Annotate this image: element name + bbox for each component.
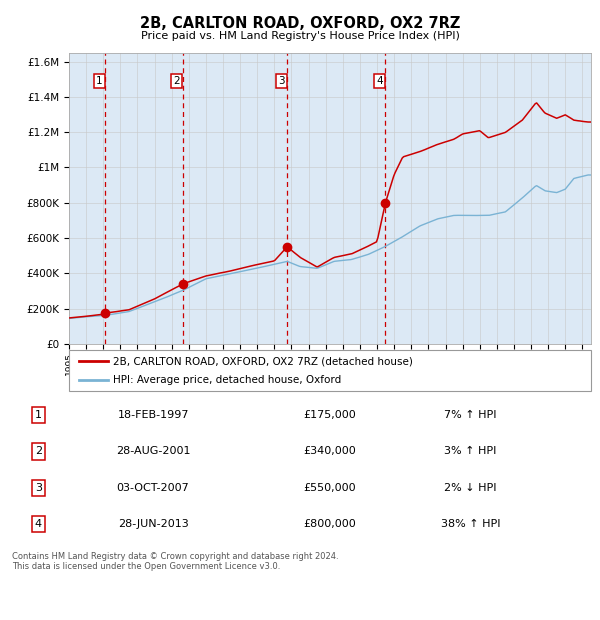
Bar <box>69 53 105 344</box>
Text: 03-OCT-2007: 03-OCT-2007 <box>117 483 190 493</box>
Bar <box>385 53 591 344</box>
Text: 1: 1 <box>35 410 42 420</box>
Text: 4: 4 <box>376 76 383 86</box>
Text: 2B, CARLTON ROAD, OXFORD, OX2 7RZ: 2B, CARLTON ROAD, OXFORD, OX2 7RZ <box>140 16 460 30</box>
Text: 3: 3 <box>278 76 284 86</box>
Text: Contains HM Land Registry data © Crown copyright and database right 2024.
This d: Contains HM Land Registry data © Crown c… <box>12 552 338 571</box>
Text: £550,000: £550,000 <box>303 483 356 493</box>
FancyBboxPatch shape <box>69 350 591 391</box>
Text: £175,000: £175,000 <box>303 410 356 420</box>
Text: 1: 1 <box>96 76 103 86</box>
Text: 3: 3 <box>35 483 42 493</box>
Bar <box>287 53 385 344</box>
Text: 3% ↑ HPI: 3% ↑ HPI <box>445 446 497 456</box>
Text: 28-JUN-2013: 28-JUN-2013 <box>118 520 188 529</box>
Text: 2: 2 <box>173 76 180 86</box>
Text: 38% ↑ HPI: 38% ↑ HPI <box>441 520 500 529</box>
Bar <box>183 53 287 344</box>
Bar <box>105 53 183 344</box>
Text: 28-AUG-2001: 28-AUG-2001 <box>116 446 190 456</box>
Text: £340,000: £340,000 <box>303 446 356 456</box>
Text: £800,000: £800,000 <box>303 520 356 529</box>
Text: HPI: Average price, detached house, Oxford: HPI: Average price, detached house, Oxfo… <box>113 374 341 385</box>
Text: 2B, CARLTON ROAD, OXFORD, OX2 7RZ (detached house): 2B, CARLTON ROAD, OXFORD, OX2 7RZ (detac… <box>113 356 413 366</box>
Text: Price paid vs. HM Land Registry's House Price Index (HPI): Price paid vs. HM Land Registry's House … <box>140 31 460 41</box>
Text: 4: 4 <box>35 520 42 529</box>
Text: 2% ↓ HPI: 2% ↓ HPI <box>445 483 497 493</box>
Text: 18-FEB-1997: 18-FEB-1997 <box>118 410 189 420</box>
Text: 7% ↑ HPI: 7% ↑ HPI <box>445 410 497 420</box>
Text: 2: 2 <box>35 446 42 456</box>
